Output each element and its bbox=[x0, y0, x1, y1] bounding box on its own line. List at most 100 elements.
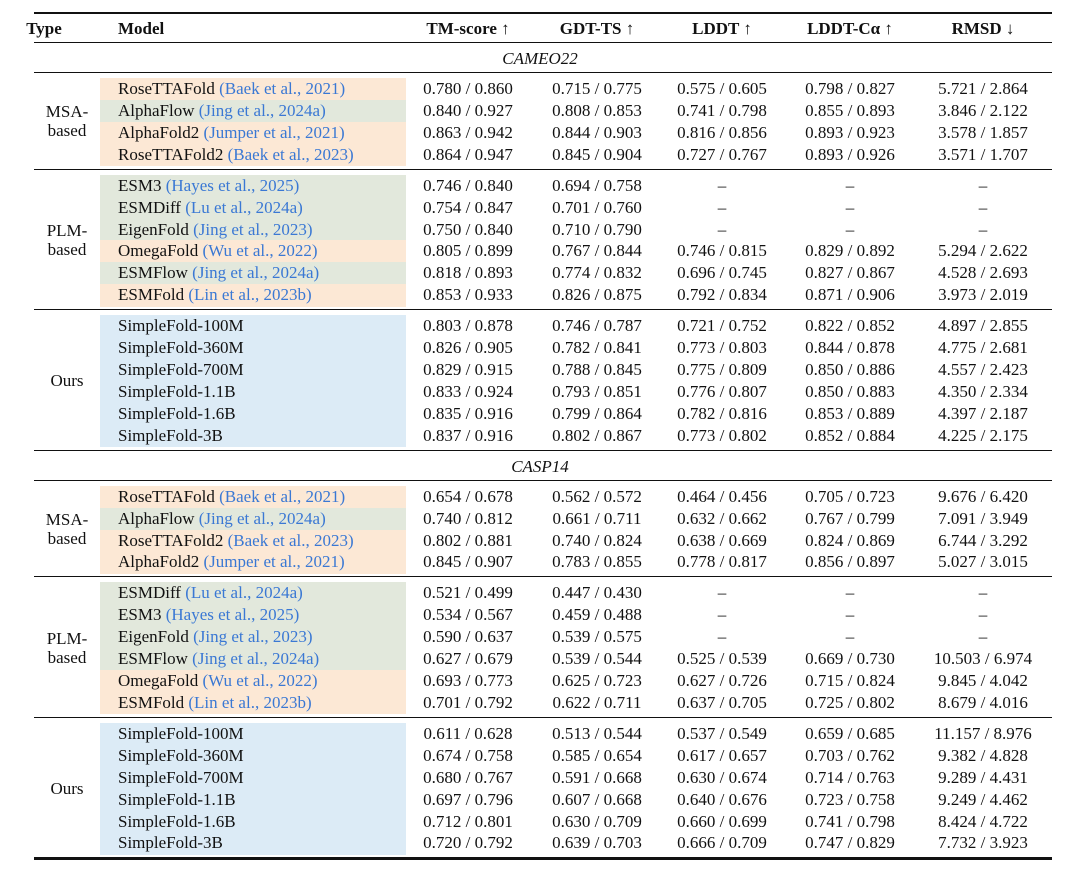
model-cell: EigenFold (Jing et al., 2023) bbox=[118, 219, 313, 241]
metric-cell: – bbox=[717, 627, 727, 647]
column-header: LDDT ↑ bbox=[692, 19, 752, 38]
row-shade bbox=[100, 648, 406, 671]
row-shade bbox=[100, 529, 406, 552]
row-shade bbox=[100, 788, 406, 811]
metric-cell: 0.767 / 0.799 bbox=[805, 508, 895, 528]
column-header: TM-score ↑ bbox=[426, 19, 510, 38]
column-header: Model bbox=[118, 19, 165, 38]
model-name: SimpleFold-100M bbox=[118, 723, 244, 743]
model-name: SimpleFold-3B bbox=[118, 425, 223, 445]
metric-cell: 9.676 / 6.420 bbox=[938, 486, 1028, 506]
metric-cell: – bbox=[717, 219, 727, 239]
metric-cell: 0.714 / 0.763 bbox=[805, 767, 895, 787]
metric-cell: 0.721 / 0.752 bbox=[677, 316, 767, 336]
section-label: CASP14 bbox=[511, 456, 569, 476]
metric-cell: 0.637 / 0.705 bbox=[677, 692, 767, 712]
row-shade bbox=[100, 99, 406, 123]
citation: (Wu et al., 2022) bbox=[202, 241, 318, 261]
metric-cell: 0.850 / 0.886 bbox=[805, 360, 895, 379]
metric-cell: 0.780 / 0.860 bbox=[423, 79, 513, 98]
model-cell: RoseTTAFold (Baek et al., 2021) bbox=[118, 486, 345, 508]
row-shade bbox=[100, 315, 406, 338]
metric-cell: – bbox=[978, 605, 988, 625]
metric-cell: 0.669 / 0.730 bbox=[805, 649, 895, 669]
metric-cell: – bbox=[717, 583, 727, 603]
rule bbox=[34, 309, 1052, 311]
metric-cell: 10.503 / 6.974 bbox=[933, 649, 1033, 669]
metric-cell: 0.701 / 0.760 bbox=[552, 197, 642, 217]
citation: (Wu et al., 2022) bbox=[202, 671, 318, 690]
metric-cell: 0.864 / 0.947 bbox=[423, 144, 513, 164]
metric-cell: 0.720 / 0.792 bbox=[423, 833, 513, 853]
citation: (Hayes et al., 2025) bbox=[165, 605, 300, 625]
metric-cell: 4.528 / 2.693 bbox=[938, 263, 1028, 283]
citation: (Jing et al., 2024a) bbox=[192, 263, 320, 283]
metric-cell: – bbox=[845, 175, 855, 195]
model-cell: SimpleFold-1.6B bbox=[118, 811, 236, 833]
metric-cell: 0.863 / 0.942 bbox=[423, 122, 513, 142]
metric-cell: 0.792 / 0.834 bbox=[677, 285, 767, 305]
metric-cell: 0.693 / 0.773 bbox=[423, 671, 513, 690]
metric-cell: – bbox=[845, 583, 855, 603]
metric-cell: 0.856 / 0.897 bbox=[805, 552, 895, 572]
model-cell: RoseTTAFold2 (Baek et al., 2023) bbox=[118, 530, 354, 552]
metric-cell: 0.539 / 0.575 bbox=[552, 627, 642, 647]
model-cell: SimpleFold-3B bbox=[118, 832, 223, 854]
model-cell: ESMFlow (Jing et al., 2024a) bbox=[118, 648, 319, 670]
metric-cell: 0.782 / 0.816 bbox=[677, 403, 767, 423]
metric-cell: – bbox=[978, 583, 988, 603]
metric-cell: 0.829 / 0.915 bbox=[423, 360, 513, 379]
metric-cell: 0.591 / 0.668 bbox=[552, 767, 642, 787]
metric-cell: 0.829 / 0.892 bbox=[805, 241, 895, 261]
model-cell: RoseTTAFold2 (Baek et al., 2023) bbox=[118, 144, 354, 166]
metric-cell: 0.639 / 0.703 bbox=[552, 833, 642, 853]
rule bbox=[34, 716, 1052, 718]
model-cell: EigenFold (Jing et al., 2023) bbox=[118, 626, 313, 648]
model-name: RoseTTAFold2 bbox=[118, 144, 224, 164]
row-shade bbox=[100, 380, 406, 404]
model-cell: ESMFold (Lin et al., 2023b) bbox=[118, 284, 312, 306]
model-cell: SimpleFold-1.1B bbox=[118, 381, 236, 403]
metric-cell: 4.775 / 2.681 bbox=[938, 338, 1028, 358]
type-label: Ours bbox=[50, 370, 84, 390]
model-cell: SimpleFold-700M bbox=[118, 359, 244, 381]
row-shade bbox=[100, 402, 406, 426]
model-cell: SimpleFold-360M bbox=[118, 745, 244, 767]
row-shade bbox=[100, 485, 406, 509]
row-shade bbox=[100, 121, 406, 145]
metric-cell: 0.710 / 0.790 bbox=[552, 219, 642, 239]
metric-cell: 9.845 / 4.042 bbox=[938, 671, 1028, 690]
model-cell: AlphaFold2 (Jumper et al., 2021) bbox=[118, 122, 345, 144]
model-name: ESM3 bbox=[118, 605, 162, 625]
row-shade bbox=[100, 507, 406, 530]
metric-cell: 0.775 / 0.809 bbox=[677, 360, 767, 379]
metric-cell: 0.696 / 0.745 bbox=[677, 263, 767, 283]
metric-cell: – bbox=[845, 197, 855, 217]
metric-cell: – bbox=[978, 219, 988, 239]
model-cell: SimpleFold-360M bbox=[118, 337, 244, 359]
metric-cell: 0.845 / 0.904 bbox=[552, 144, 642, 164]
metric-cell: 0.844 / 0.878 bbox=[805, 338, 895, 358]
model-name: SimpleFold-1.6B bbox=[118, 811, 236, 831]
metric-cell: 0.816 / 0.856 bbox=[677, 122, 767, 142]
citation: (Jing et al., 2023) bbox=[193, 219, 313, 239]
metric-cell: 0.853 / 0.889 bbox=[805, 403, 895, 423]
type-label: based bbox=[47, 239, 87, 259]
metric-cell: 0.525 / 0.539 bbox=[677, 649, 767, 669]
row-shade bbox=[100, 691, 406, 715]
row-shade bbox=[100, 582, 406, 605]
metric-cell: 0.660 / 0.699 bbox=[677, 811, 767, 831]
model-name: SimpleFold-700M bbox=[118, 767, 244, 787]
metric-cell: 0.774 / 0.832 bbox=[552, 263, 642, 283]
model-cell: AlphaFlow (Jing et al., 2024a) bbox=[118, 100, 326, 122]
metric-cell: 0.754 / 0.847 bbox=[423, 197, 513, 217]
citation: (Lu et al., 2024a) bbox=[185, 583, 303, 603]
citation: (Jing et al., 2023) bbox=[193, 627, 313, 647]
metric-cell: 0.853 / 0.933 bbox=[423, 285, 513, 305]
metric-cell: 0.740 / 0.812 bbox=[423, 508, 513, 528]
column-header: GDT-TS ↑ bbox=[559, 19, 635, 38]
metric-cell: 4.225 / 2.175 bbox=[938, 425, 1028, 445]
metric-cell: 0.447 / 0.430 bbox=[552, 583, 642, 603]
metric-cell: 0.741 / 0.798 bbox=[805, 811, 895, 831]
citation: (Baek et al., 2023) bbox=[227, 144, 354, 164]
